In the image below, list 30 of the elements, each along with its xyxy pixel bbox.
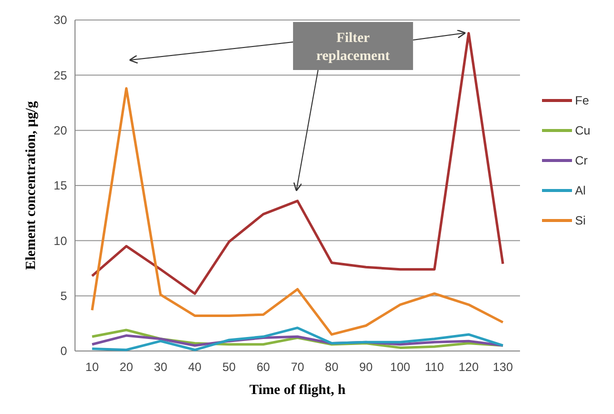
y-tick-label: 10 [54, 234, 68, 248]
x-tick-label: 100 [390, 360, 411, 374]
x-tick-label: 130 [492, 360, 514, 374]
y-tick-label: 20 [54, 124, 68, 138]
x-axis-title: Time of flight, h [249, 383, 346, 398]
x-tick-label: 40 [188, 360, 202, 374]
x-tick-label: 70 [290, 360, 304, 374]
y-tick-label: 25 [54, 68, 68, 82]
x-tick-label: 30 [154, 360, 168, 374]
x-tick-label: 120 [458, 360, 479, 374]
legend-label: Cu [575, 124, 590, 138]
x-tick-label: 50 [222, 360, 236, 374]
legend-label: Fe [575, 94, 590, 108]
x-tick-label: 60 [256, 360, 270, 374]
legend-label: Cr [575, 154, 588, 168]
y-axis-title: Element concentration, µg/g [24, 101, 39, 270]
x-tick-label: 10 [85, 360, 100, 374]
x-tick-label: 20 [120, 360, 134, 374]
annotation: Filter replacement [316, 31, 390, 64]
y-tick-label: 15 [54, 178, 68, 193]
line-series [90, 87, 504, 336]
y-tick-label: 0 [60, 344, 68, 358]
x-tick-label: 90 [359, 360, 373, 374]
y-tick-label: 30 [54, 13, 68, 28]
legend-label: Si [575, 214, 586, 228]
line-series [90, 32, 504, 295]
x-tick-label: 80 [325, 360, 339, 374]
x-tick-label: 110 [424, 360, 444, 374]
legend-label: Al [575, 184, 586, 198]
y-tick-label: 5 [60, 289, 68, 304]
